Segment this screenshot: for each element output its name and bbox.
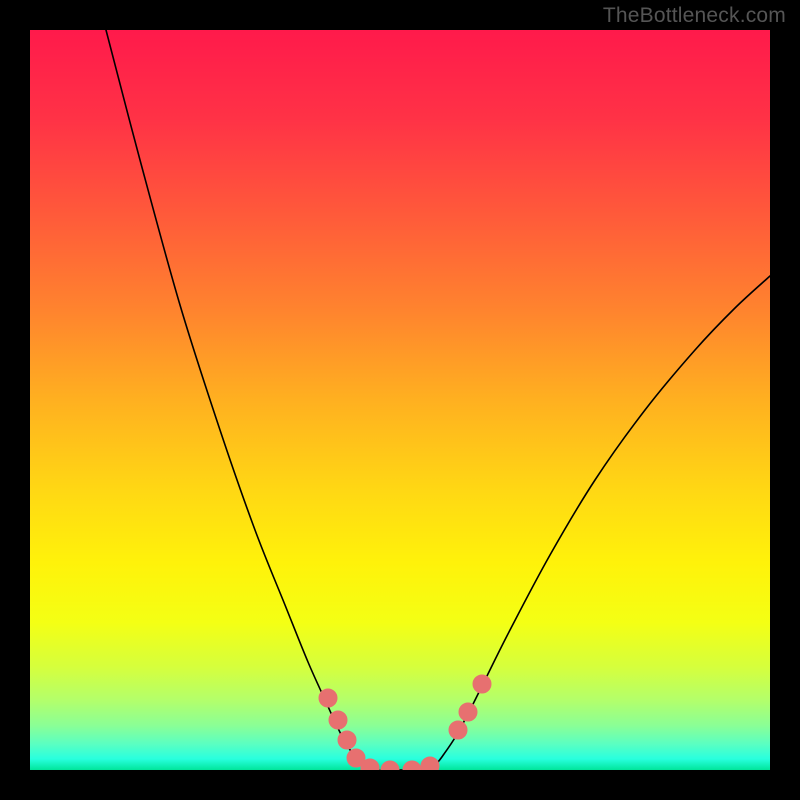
curve-marker xyxy=(459,703,477,721)
curve-marker xyxy=(338,731,356,749)
plot-gradient-area xyxy=(30,30,770,770)
chart-container: TheBottleneck.com xyxy=(0,0,800,800)
curve-marker xyxy=(449,721,467,739)
watermark-text: TheBottleneck.com xyxy=(603,4,786,28)
curve-marker xyxy=(319,689,337,707)
curve-marker xyxy=(473,675,491,693)
curve-marker xyxy=(329,711,347,729)
bottleneck-chart xyxy=(0,0,800,800)
